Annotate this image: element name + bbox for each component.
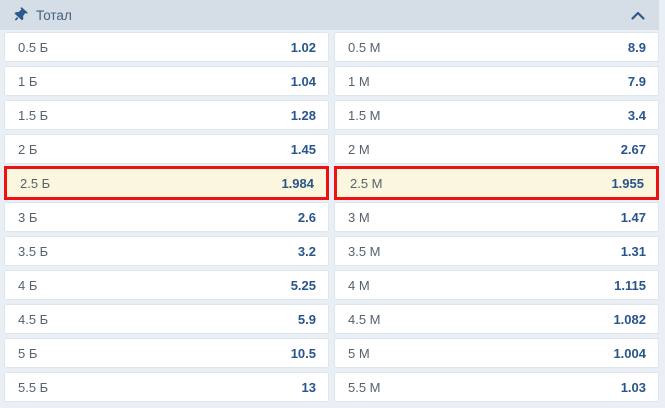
odds-label: 3.5 Б [18, 243, 49, 259]
odds-cell-over[interactable]: 0.5 Б 1.02 [4, 32, 329, 62]
odds-cell-under[interactable]: 4 М 1.115 [334, 270, 659, 300]
odds-value: 1.082 [613, 311, 646, 327]
odds-cell-under[interactable]: 3 М 1.47 [334, 202, 659, 232]
odds-cell-over[interactable]: 1.5 Б 1.28 [4, 100, 329, 130]
odds-cell-under[interactable]: 1.5 М 3.4 [334, 100, 659, 130]
odds-cell-under[interactable]: 4.5 М 1.082 [334, 304, 659, 334]
odds-value: 1.47 [620, 209, 646, 225]
odds-value: 10.5 [290, 345, 316, 361]
pin-icon [10, 5, 30, 25]
odds-value: 1.984 [281, 175, 314, 191]
odds-label: 4 М [348, 277, 370, 293]
market-header[interactable]: Тотал [0, 0, 659, 30]
odds-cell-under[interactable]: 0.5 М 8.9 [334, 32, 659, 62]
odds-label: 3 М [348, 209, 370, 225]
odds-cell-over[interactable]: 4.5 Б 5.9 [4, 304, 329, 334]
odds-label: 3.5 М [348, 243, 381, 259]
odds-value: 3.4 [627, 107, 646, 123]
odds-label: 1.5 Б [18, 107, 49, 123]
odds-label: 2.5 Б [20, 175, 51, 191]
odds-cell-over[interactable]: 1 Б 1.04 [4, 66, 329, 96]
odds-grid: 0.5 Б 1.02 0.5 М 8.9 1 Б 1.04 1 М 7.9 1.5 Б 1.28 1… [4, 32, 659, 402]
odds-value: 1.004 [613, 345, 646, 361]
odds-label: 4.5 М [348, 311, 381, 327]
odds-value: 1.04 [290, 73, 316, 89]
odds-cell-over[interactable]: 4 Б 5.25 [4, 270, 329, 300]
odds-value: 5.9 [297, 311, 316, 327]
odds-value: 1.28 [290, 107, 316, 123]
odds-cell-over[interactable]: 3 Б 2.6 [4, 202, 329, 232]
odds-label: 1 Б [18, 73, 38, 89]
odds-value: 5.25 [290, 277, 316, 293]
odds-value: 8.9 [627, 39, 646, 55]
odds-label: 5 М [348, 345, 370, 361]
odds-label: 4 Б [18, 277, 38, 293]
odds-cell-over[interactable]: 3.5 Б 3.2 [4, 236, 329, 266]
odds-value: 1.03 [620, 379, 646, 395]
odds-value: 1.115 [614, 277, 646, 293]
odds-label: 4.5 Б [18, 311, 49, 327]
odds-cell-under[interactable]: 3.5 М 1.31 [334, 236, 659, 266]
odds-cell-under[interactable]: 5 М 1.004 [334, 338, 659, 368]
odds-label: 2.5 М [350, 175, 383, 191]
odds-label: 3 Б [18, 209, 38, 225]
chevron-up-icon[interactable] [631, 11, 645, 20]
odds-label: 5.5 Б [18, 379, 49, 395]
odds-label: 1.5 М [348, 107, 381, 123]
odds-value: 3.2 [297, 243, 316, 259]
odds-label: 2 М [348, 141, 370, 157]
odds-cell-over[interactable]: 5.5 Б 13 [4, 372, 329, 402]
odds-value: 1.31 [620, 243, 646, 259]
odds-label: 0.5 М [348, 39, 381, 55]
odds-cell-under[interactable]: 2 М 2.67 [334, 134, 659, 164]
odds-label: 0.5 Б [18, 39, 49, 55]
odds-value: 1.955 [611, 175, 644, 191]
odds-value: 1.45 [290, 141, 316, 157]
odds-cell-under[interactable]: 5.5 М 1.03 [334, 372, 659, 402]
odds-value: 13 [301, 379, 316, 395]
odds-value: 1.02 [290, 39, 316, 55]
market-title: Тотал [36, 7, 72, 23]
odds-label: 5.5 М [348, 379, 381, 395]
odds-label: 2 Б [18, 141, 38, 157]
odds-value: 2.6 [297, 209, 316, 225]
odds-value: 7.9 [627, 73, 646, 89]
odds-label: 5 Б [18, 345, 38, 361]
odds-cell-under[interactable]: 1 М 7.9 [334, 66, 659, 96]
odds-label: 1 М [348, 73, 370, 89]
odds-cell-over[interactable]: 5 Б 10.5 [4, 338, 329, 368]
odds-cell-under-selected[interactable]: 2.5 М 1.955 [334, 166, 659, 200]
odds-cell-over-selected[interactable]: 2.5 Б 1.984 [4, 166, 329, 200]
odds-value: 2.67 [620, 141, 646, 157]
odds-cell-over[interactable]: 2 Б 1.45 [4, 134, 329, 164]
